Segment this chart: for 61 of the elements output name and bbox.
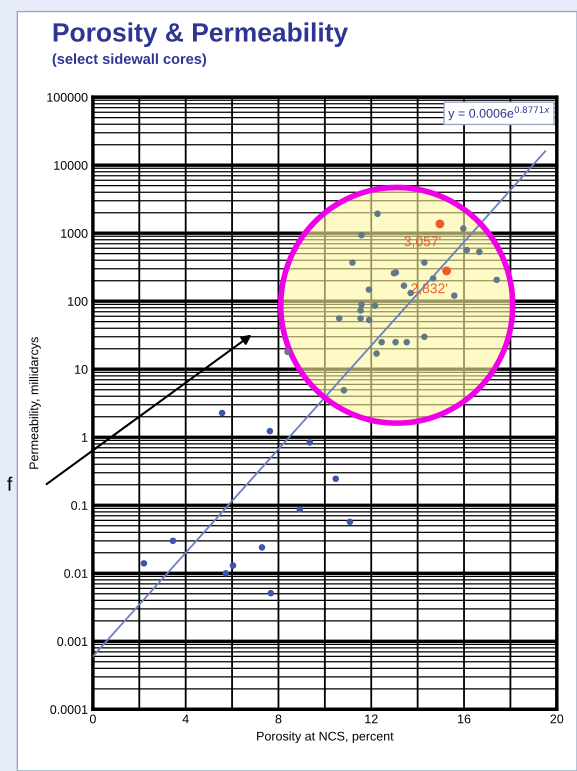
point xyxy=(366,286,372,293)
point xyxy=(373,350,380,357)
y-tick-label: 1000 xyxy=(61,228,88,238)
y-tick-label: 100 xyxy=(68,297,88,306)
x-axis-title: Porosity at NCS, percent xyxy=(257,731,394,744)
y-tick-label: 1 xyxy=(82,433,88,442)
point xyxy=(366,316,372,324)
point xyxy=(266,428,274,434)
point xyxy=(230,562,236,569)
point xyxy=(374,210,381,218)
point xyxy=(284,348,291,356)
y-tick-label: 100000 xyxy=(47,92,88,102)
y-tick-label: 0.0001 xyxy=(50,705,88,714)
point xyxy=(403,338,410,346)
point xyxy=(346,518,354,526)
point xyxy=(340,387,348,394)
point xyxy=(476,248,483,256)
point xyxy=(336,315,342,322)
y-tick-label: 0.001 xyxy=(57,637,88,646)
chart-subtitle: (select sidewall cores) xyxy=(52,53,206,67)
point xyxy=(378,338,385,346)
point xyxy=(400,282,408,289)
point xyxy=(357,315,364,322)
point xyxy=(451,292,458,299)
point xyxy=(460,225,467,232)
point xyxy=(296,506,304,513)
x-tick-label: 20 xyxy=(550,714,564,724)
point xyxy=(493,276,500,284)
point xyxy=(436,219,444,228)
point xyxy=(349,259,356,266)
x-tick-label: 12 xyxy=(365,714,378,724)
point xyxy=(258,544,266,551)
point xyxy=(421,334,428,340)
point xyxy=(332,476,340,482)
point xyxy=(218,410,226,416)
y-tick-label: 0.01 xyxy=(64,569,88,578)
point xyxy=(358,301,365,308)
point xyxy=(357,307,364,314)
x-tick-label: 4 xyxy=(182,714,189,724)
point xyxy=(421,259,428,266)
x-tick-label: 0 xyxy=(90,714,96,724)
point xyxy=(170,538,176,544)
point xyxy=(392,338,399,346)
point xyxy=(372,302,378,309)
y-axis-title: Permeability, millidarcys xyxy=(29,337,41,469)
y-tick-label: 10 xyxy=(75,365,88,374)
point xyxy=(430,275,436,282)
x-tick-label: 8 xyxy=(276,714,282,724)
x-tick-label: 16 xyxy=(458,714,470,724)
point xyxy=(358,232,365,238)
point xyxy=(268,590,274,596)
y-tick-label: 0.1 xyxy=(71,501,88,510)
point xyxy=(222,570,230,577)
annotation: y = 0.0006e$^{0.8771x}$ xyxy=(448,106,550,120)
chart-title: Porosity & Permeability xyxy=(54,22,348,47)
point xyxy=(464,246,470,254)
text: f xyxy=(7,476,12,491)
y-tick-label: 10000 xyxy=(54,160,88,170)
point xyxy=(442,266,452,276)
point xyxy=(306,439,314,446)
point xyxy=(140,560,148,567)
